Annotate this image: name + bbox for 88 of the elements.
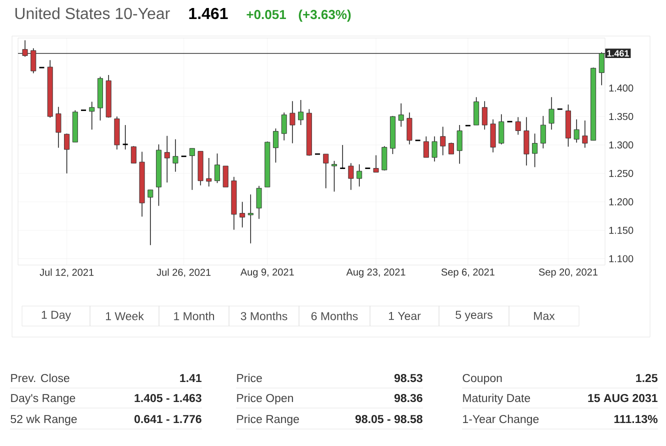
- candlestick: [382, 146, 388, 171]
- text: 98.53: [394, 374, 422, 382]
- candlestick: [348, 162, 354, 190]
- candlestick: [574, 119, 580, 144]
- candlestick: [456, 124, 462, 164]
- text: 1-Year Change: [463, 414, 539, 426]
- x-tick-label: Aug 23, 2021: [346, 268, 406, 278]
- candlestick: [398, 103, 404, 128]
- text: Price: [237, 374, 262, 382]
- ref-line-label: 1.461: [607, 50, 629, 57]
- candlestick: [89, 101, 95, 130]
- text: 6 Months: [311, 312, 358, 320]
- candlestick: [474, 96, 480, 126]
- candlestick: [373, 154, 379, 173]
- text: (+3.63%): [298, 10, 351, 22]
- text: 1 Month: [174, 312, 214, 320]
- candlestick: [448, 142, 454, 154]
- text: 1 Year: [388, 312, 421, 320]
- x-tick-label: Jul 26, 2021: [156, 268, 211, 278]
- candlestick: [148, 190, 154, 246]
- candlestick: [532, 133, 538, 168]
- candlestick: [331, 160, 337, 192]
- text: 98.36: [394, 394, 422, 402]
- candlestick: [248, 194, 254, 244]
- text: +0.051: [246, 10, 286, 20]
- candlestick: [432, 136, 438, 162]
- candlestick: [214, 153, 220, 184]
- candlestick: [272, 128, 278, 163]
- text: 1.405 - 1.463: [134, 394, 202, 402]
- candlestick: [339, 144, 346, 169]
- x-tick-label: Aug 9, 2021: [240, 268, 294, 278]
- text: 0.641 - 1.776: [134, 414, 202, 424]
- y-tick-label: 1.100: [609, 255, 634, 262]
- candlestick: [172, 138, 178, 172]
- candlestick: [356, 164, 362, 187]
- y-tick-label: 1.250: [609, 170, 634, 177]
- text: Max: [534, 312, 555, 320]
- text: 1 Day: [42, 310, 71, 322]
- text: Price Range: [237, 414, 299, 426]
- text: Coupon: [462, 374, 502, 384]
- candlestick: [298, 100, 304, 126]
- candlestick: [130, 146, 136, 164]
- candlestick: [281, 112, 287, 141]
- candlestick: [440, 126, 446, 156]
- candlestick: [64, 133, 70, 174]
- y-tick-label: 1.400: [609, 84, 634, 92]
- y-tick-label: 1.350: [609, 112, 634, 120]
- candlestick: [423, 136, 429, 158]
- text: 3 Months: [240, 312, 288, 320]
- text: 15 AUG 2031: [588, 394, 658, 402]
- candlestick: [524, 116, 530, 166]
- text: Prev. Close: [11, 374, 70, 382]
- candlestick: [290, 100, 296, 144]
- candlestick: [240, 202, 246, 228]
- text: 52 wk Range: [10, 414, 77, 426]
- x-tick-label: Sep 6, 2021: [441, 268, 494, 278]
- text: Day's Range: [11, 394, 76, 404]
- y-tick-label: 1.200: [609, 198, 634, 206]
- candlestick: [498, 114, 504, 145]
- candlestick: [164, 136, 170, 183]
- candlestick: [482, 100, 488, 130]
- candlestick: [548, 96, 554, 130]
- candlestick: [56, 106, 62, 148]
- text: 1.25: [636, 374, 658, 382]
- text: 111.13%: [614, 414, 658, 424]
- text: 1.41: [180, 374, 202, 382]
- candlestick: [490, 119, 496, 153]
- x-tick-label: Jul 12, 2021: [40, 268, 94, 278]
- y-tick-label: 1.150: [609, 226, 634, 234]
- text: 98.05 - 98.58: [355, 414, 422, 424]
- text: Maturity Date: [463, 394, 530, 404]
- candlestick: [122, 124, 129, 150]
- candlestick: [206, 158, 212, 187]
- y-tick-label: 1.300: [609, 141, 634, 148]
- candlestick: [406, 112, 412, 145]
- text: 5 years: [456, 310, 492, 322]
- x-tick-label: Sep 20, 2021: [538, 268, 598, 278]
- text: 1.461: [189, 8, 228, 20]
- text: 1 Week: [106, 312, 144, 320]
- candlestick: [540, 116, 546, 149]
- candlestick: [582, 120, 588, 148]
- chart-title: United States 10-Year: [15, 7, 170, 20]
- candlestick: [256, 186, 262, 220]
- candlestick: [323, 154, 329, 189]
- candlestick: [222, 166, 228, 188]
- candlestick: [189, 148, 195, 190]
- candlestick: [515, 116, 521, 136]
- text: Price Open: [237, 394, 293, 404]
